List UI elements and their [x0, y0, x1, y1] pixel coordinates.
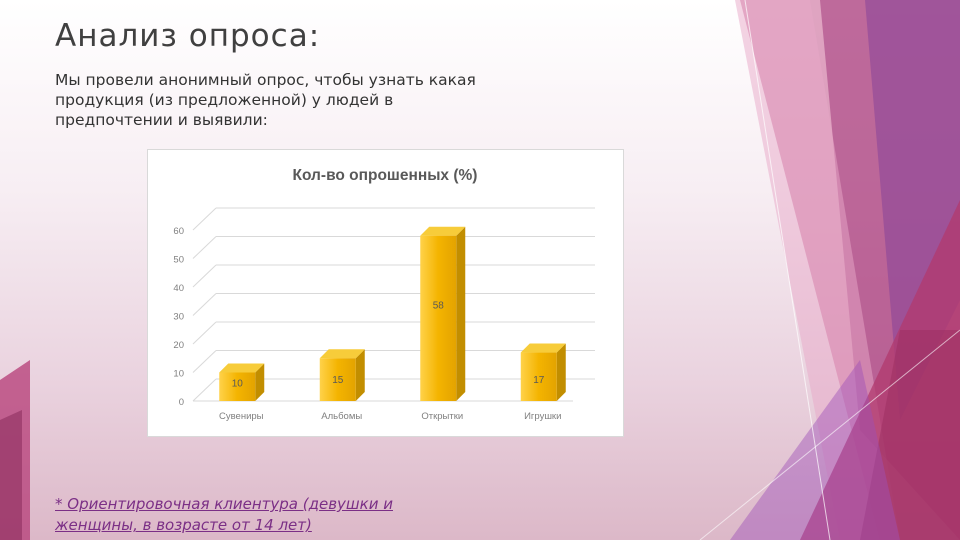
x-tick-label: Сувениры	[219, 411, 264, 422]
bar-chart: Кол-во опрошенных (%) 0 10 20 30 40 50 60 10 Сув…	[173, 167, 595, 422]
data-label: 58	[433, 300, 445, 311]
bar-top	[420, 226, 466, 236]
y-tick-label: 60	[173, 226, 184, 237]
gridline-depth	[192, 207, 217, 231]
y-tick-label: 50	[173, 255, 184, 266]
decor-line	[744, 0, 831, 540]
gridline-depth	[192, 293, 217, 316]
decor-shape	[0, 410, 22, 540]
chart-title: Кол-во опрошенных (%)	[293, 167, 478, 184]
bar	[520, 352, 557, 401]
bar-side	[456, 226, 466, 401]
bar	[420, 235, 457, 401]
data-label: 10	[232, 379, 244, 390]
chart-container: Кол-во опрошенных (%) 0 10 20 30 40 50 60 10 Сув…	[147, 149, 624, 437]
y-tick-label: 40	[173, 283, 184, 294]
decor-line	[699, 329, 960, 540]
gridline-depth	[192, 264, 217, 288]
slide-title: Анализ опроса:	[55, 18, 321, 54]
gridline-depth	[192, 378, 217, 402]
intro-text: Мы провели анонимный опрос, чтобы узнать…	[55, 71, 476, 129]
bar-side	[556, 343, 566, 401]
y-tick-label: 20	[173, 340, 184, 351]
y-tick-label: 10	[173, 369, 184, 380]
gridline-depth	[192, 236, 217, 259]
x-tick-label: Альбомы	[321, 411, 362, 422]
gridline-depth	[192, 350, 217, 373]
y-tick-label: 0	[179, 397, 184, 408]
bar	[319, 358, 356, 401]
data-label: 15	[332, 375, 344, 386]
bar-top	[520, 343, 566, 353]
footnote: * Ориентировочная клиентура (девушки и ж…	[55, 495, 393, 534]
decor-shape	[860, 330, 960, 540]
decor-shape	[730, 360, 900, 540]
x-tick-label: Открытки	[421, 411, 463, 422]
bar-side	[355, 349, 365, 401]
decor-shape	[735, 0, 900, 540]
bar	[219, 372, 256, 401]
bar-top	[319, 349, 365, 359]
gridline-depth	[192, 321, 217, 345]
bar-top	[219, 363, 265, 373]
data-label: 17	[533, 375, 545, 386]
bar-side	[255, 363, 265, 401]
x-tick-label: Игрушки	[524, 411, 561, 422]
y-tick-label: 30	[173, 312, 184, 323]
